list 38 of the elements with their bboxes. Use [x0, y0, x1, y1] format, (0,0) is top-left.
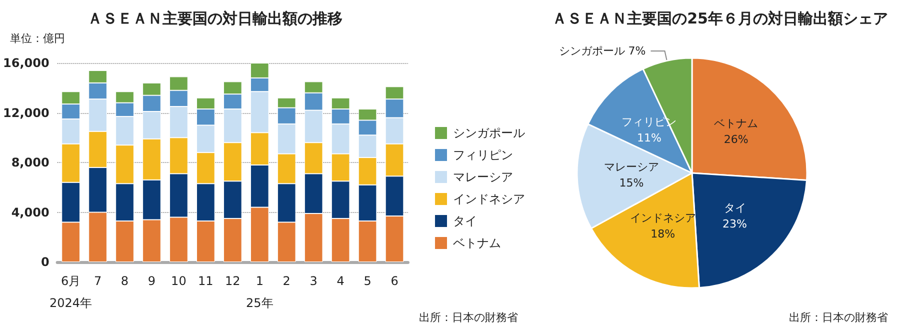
legend-label: シンガポール	[453, 126, 525, 140]
slice-label: シンガポール 7%	[558, 44, 646, 58]
chart-title: ＡＳＥＡＮ主要国の25年６月の対日輸出額シェア	[552, 10, 888, 28]
chart-title: ＡＳＥＡＮ主要国の対日輸出額の推移	[88, 10, 342, 28]
data-label: 11%	[636, 132, 662, 145]
x-tick-label: 7	[94, 274, 102, 288]
slice-label: ベトナム	[714, 117, 758, 130]
legend-label: インドネシア	[453, 192, 525, 206]
text: 出所：日本の財務省	[789, 311, 888, 324]
data-label: 26%	[724, 133, 748, 146]
legend-label: マレーシア	[453, 170, 513, 184]
x-tick-label: 12	[225, 274, 240, 288]
x-tick-label: 11	[198, 274, 214, 288]
y-axis-title: 単位：億円	[10, 32, 65, 45]
slice-label: タイ	[724, 201, 746, 214]
data-label: 23%	[722, 217, 748, 230]
y-tick-label: 12,000	[2, 106, 50, 120]
text: 出所：日本の財務省	[419, 311, 518, 324]
x-tick-label: 8	[120, 274, 129, 288]
x-tick-label: 6	[390, 274, 398, 288]
y-tick-label: 4,000	[11, 205, 50, 220]
data-label: 15%	[619, 176, 644, 190]
x-tick-label: 6月 2024年	[50, 274, 92, 310]
x-tick-label: 5	[364, 274, 372, 288]
y-tick-label: 16,000	[2, 56, 50, 70]
y-tick-label: 0	[40, 255, 50, 269]
y-tick-label: 8,000	[11, 156, 50, 170]
data-label: 18%	[650, 228, 676, 241]
x-tick-label: 1 25年	[246, 274, 274, 310]
legend-label: フィリピン	[453, 148, 513, 162]
x-tick-label: 9	[148, 274, 156, 288]
slice-label: マレーシア	[604, 160, 660, 174]
x-tick-label: 4	[336, 274, 344, 288]
x-tick-label: 3	[310, 274, 318, 288]
x-tick-label: 2	[282, 274, 290, 288]
legend-label: タイ	[453, 214, 477, 228]
x-tick-label: 10	[171, 274, 186, 288]
legend-label: ベトナム	[453, 236, 501, 250]
